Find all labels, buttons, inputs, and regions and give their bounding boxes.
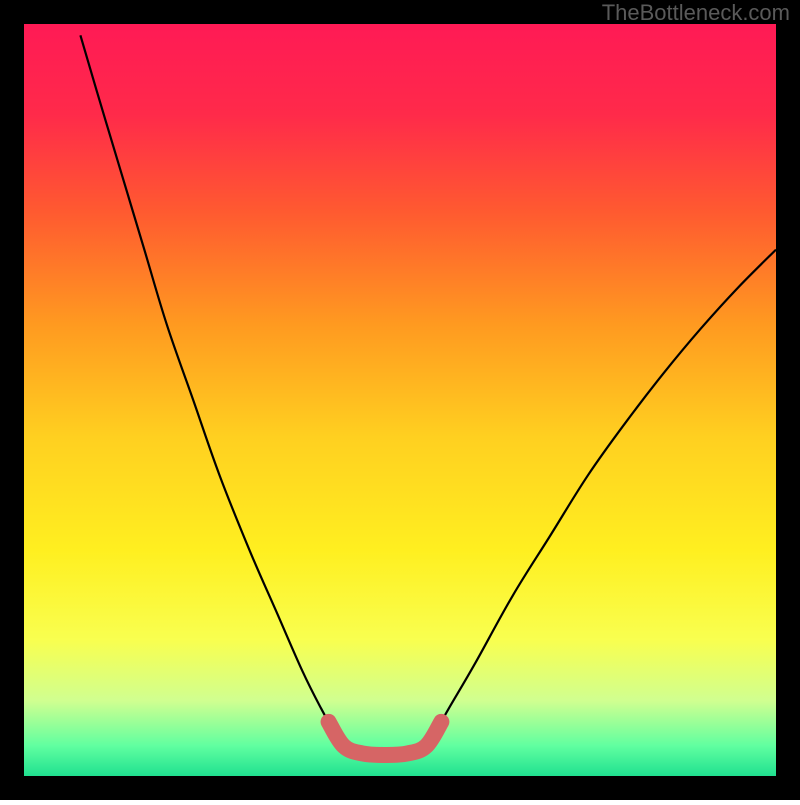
bottleneck-chart: TheBottleneck.com — [0, 0, 800, 800]
chart-svg — [0, 0, 800, 800]
watermark-text: TheBottleneck.com — [602, 0, 790, 26]
